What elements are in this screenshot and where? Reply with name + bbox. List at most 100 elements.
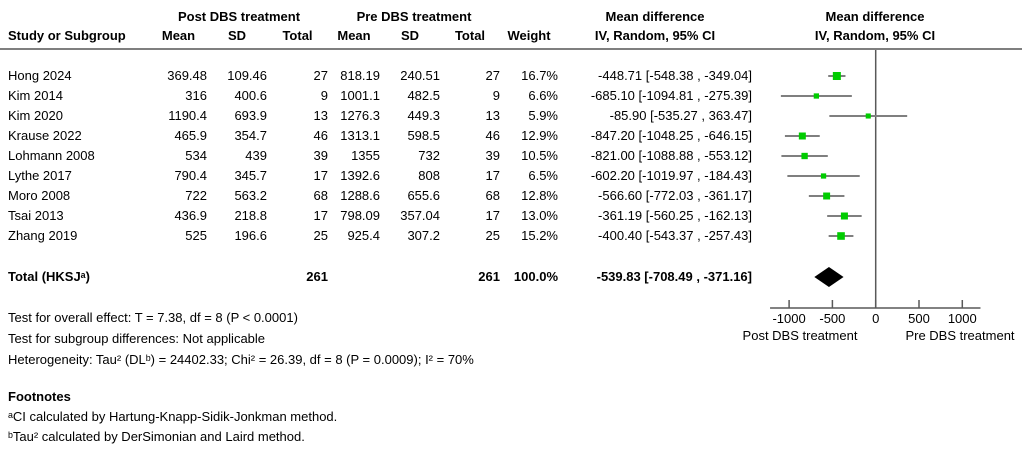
total-post-n: 261 — [306, 269, 328, 284]
study-post_sd: 354.7 — [234, 128, 267, 143]
study-name: Hong 2024 — [8, 68, 72, 83]
header-divider — [0, 48, 1022, 50]
footnote-b: ᵇTau² calculated by DerSimonian and Lair… — [8, 429, 305, 444]
study-post_mean: 465.9 — [174, 128, 207, 143]
header-mean-difference-text: Mean difference — [605, 9, 705, 24]
study-weight: 10.5% — [521, 148, 558, 163]
effect-marker — [823, 192, 831, 200]
study-weight: 6.5% — [528, 168, 558, 183]
study-post_sd: 400.6 — [234, 88, 267, 103]
col-header-weight: Weight — [507, 28, 551, 43]
study-post_total: 17 — [313, 168, 328, 183]
study-rows: Hong 2024 369.48 109.46 27 818.19 240.51 27 16.… — [0, 66, 752, 246]
study-name: Kim 2020 — [8, 108, 63, 123]
study-post_sd: 218.8 — [234, 208, 267, 223]
study-pre_mean: 798.09 — [340, 208, 380, 223]
study-pre_total: 9 — [492, 88, 500, 103]
study-post_sd: 439 — [245, 148, 267, 163]
study-pre_total: 17 — [485, 208, 500, 223]
study-row: Kim 2014 316 400.6 9 1001.1 482.5 9 6.6% -685.10… — [0, 86, 752, 106]
study-pre_mean: 1001.1 — [340, 88, 380, 103]
study-weight: 16.7% — [521, 68, 558, 83]
tick-label: 1000 — [948, 311, 977, 326]
study-weight: 5.9% — [528, 108, 558, 123]
study-pre_sd: 449.3 — [407, 108, 440, 123]
study-post_total: 13 — [313, 108, 328, 123]
study-ci: -821.00 [-1088.88 , -553.12] — [590, 148, 752, 163]
overall-effect-test: Test for overall effect: T = 7.38, df = … — [8, 310, 298, 325]
subgroup-differences-test: Test for subgroup differences: Not appli… — [8, 331, 266, 346]
study-pre_sd: 307.2 — [407, 228, 440, 243]
study-post_total: 9 — [320, 88, 328, 103]
footnotes-block: Footnotes ᵃCI calculated by Hartung-Knap… — [8, 387, 337, 447]
axis-label-pre: Pre DBS treatment — [905, 328, 1014, 343]
study-pre_mean: 1355 — [351, 148, 380, 163]
total-pre-n: 261 — [478, 269, 500, 284]
study-row: Zhang 2019 525 196.6 25 925.4 307.2 25 15.2% -40… — [0, 226, 752, 246]
study-post_sd: 345.7 — [234, 168, 267, 183]
study-ci: -847.20 [-1048.25 , -646.15] — [590, 128, 752, 143]
study-pre_sd: 655.6 — [407, 188, 440, 203]
study-row: Kim 2020 1190.4 693.9 13 1276.3 449.3 13 5.9% -8… — [0, 106, 752, 126]
heterogeneity-stats: Heterogeneity: Tau² (DLᵇ) = 24402.33; Ch… — [8, 352, 474, 367]
study-name: Krause 2022 — [8, 128, 82, 143]
study-name: Tsai 2013 — [8, 208, 64, 223]
study-pre_sd: 482.5 — [407, 88, 440, 103]
study-row: Hong 2024 369.48 109.46 27 818.19 240.51 27 16.… — [0, 66, 752, 86]
col-header-pre-total: Total — [454, 28, 486, 43]
study-ci: -400.40 [-543.37 , -257.43] — [598, 228, 752, 243]
header-mean-difference-plot: Mean difference — [825, 9, 925, 24]
study-pre_mean: 818.19 — [340, 68, 380, 83]
study-ci: -85.90 [-535.27 , 363.47] — [609, 108, 752, 123]
effect-marker — [820, 173, 827, 179]
study-post_sd: 196.6 — [234, 228, 267, 243]
col-header-study: Study or Subgroup — [8, 28, 126, 43]
study-post_mean: 436.9 — [174, 208, 207, 223]
study-name: Lythe 2017 — [8, 168, 72, 183]
study-weight: 13.0% — [521, 208, 558, 223]
effect-marker — [813, 93, 820, 99]
study-weight: 6.6% — [528, 88, 558, 103]
col-header-post-sd: SD — [227, 28, 247, 43]
total-weight: 100.0% — [513, 269, 558, 284]
study-post_mean: 525 — [185, 228, 207, 243]
col-header-pre-mean: Mean — [337, 28, 371, 43]
tick-label: -1000 — [772, 311, 805, 326]
study-post_mean: 534 — [185, 148, 207, 163]
study-name: Kim 2014 — [8, 88, 63, 103]
study-ci: -602.20 [-1019.97 , -184.43] — [590, 168, 752, 183]
study-pre_sd: 357.04 — [400, 208, 440, 223]
study-pre_total: 27 — [485, 68, 500, 83]
study-pre_mean: 1392.6 — [340, 168, 380, 183]
study-row: Krause 2022 465.9 354.7 46 1313.1 598.5 46 12.9… — [0, 126, 752, 146]
study-name: Zhang 2019 — [8, 228, 78, 243]
tick-label: -500 — [819, 311, 845, 326]
study-row: Tsai 2013 436.9 218.8 17 798.09 357.04 17 13.0%… — [0, 206, 752, 226]
study-post_total: 25 — [313, 228, 328, 243]
study-pre_total: 68 — [485, 188, 500, 203]
effect-marker — [840, 212, 848, 220]
study-row: Moro 2008 722 563.2 68 1288.6 655.6 68 12.8% -56… — [0, 186, 752, 206]
study-pre_mean: 1288.6 — [340, 188, 380, 203]
study-post_total: 27 — [313, 68, 328, 83]
study-post_total: 39 — [313, 148, 328, 163]
study-post_mean: 722 — [185, 188, 207, 203]
study-ci: -685.10 [-1094.81 , -275.39] — [590, 88, 752, 103]
tick-label: 0 — [872, 311, 879, 326]
study-post_mean: 790.4 — [174, 168, 207, 183]
study-pre_mean: 1276.3 — [340, 108, 380, 123]
study-pre_total: 25 — [485, 228, 500, 243]
header-post-dbs-group: Post DBS treatment — [177, 9, 301, 24]
study-pre_total: 13 — [485, 108, 500, 123]
study-pre_total: 39 — [485, 148, 500, 163]
study-post_total: 46 — [313, 128, 328, 143]
effect-marker — [837, 232, 845, 240]
study-pre_total: 46 — [485, 128, 500, 143]
forest-plot-canvas: -1000 -500 0 500 1000 Post DBS treatment Pre D… — [743, 50, 1015, 343]
col-header-ci-text: IV, Random, 95% CI — [594, 28, 716, 43]
study-post_total: 17 — [313, 208, 328, 223]
axis-label-post: Post DBS treatment — [743, 328, 858, 343]
col-header-post-mean: Mean — [161, 28, 196, 43]
effect-marker — [798, 132, 806, 140]
